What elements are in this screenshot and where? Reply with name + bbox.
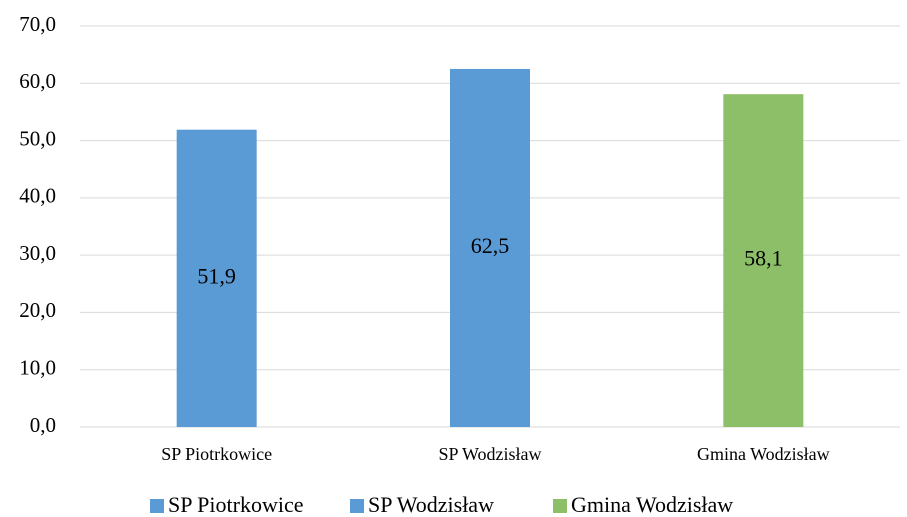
y-tick-label: 70,0 [19, 12, 56, 36]
legend-swatch [350, 499, 364, 513]
y-tick-label: 50,0 [19, 126, 56, 150]
y-tick-label: 60,0 [19, 69, 56, 93]
y-tick-label: 10,0 [19, 356, 56, 380]
x-tick-label: Gmina Wodzisław [697, 444, 830, 464]
bar [176, 129, 257, 428]
bar [723, 94, 804, 428]
legend-label: SP Piotrkowice [168, 492, 303, 517]
legend-swatch [150, 499, 164, 513]
y-tick-label: 0,0 [30, 413, 56, 437]
bar [450, 68, 530, 427]
x-tick-label: SP Piotrkowice [161, 444, 272, 464]
y-tick-label: 30,0 [19, 241, 56, 265]
x-tick-label: SP Wodzisław [438, 444, 541, 464]
y-tick-label: 40,0 [19, 184, 56, 208]
data-label: 58,1 [744, 246, 783, 271]
legend-label: Gmina Wodzisław [571, 492, 733, 517]
data-label: 62,5 [471, 233, 510, 258]
data-label: 51,9 [197, 263, 236, 288]
legend-label: SP Wodzisław [368, 492, 494, 517]
y-tick-label: 20,0 [19, 298, 56, 322]
legend-swatch [553, 499, 567, 513]
